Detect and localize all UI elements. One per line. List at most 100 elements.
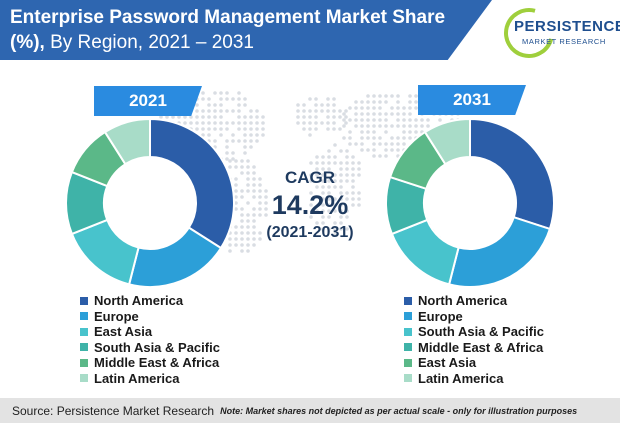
map-dot <box>315 173 319 177</box>
map-dot <box>396 142 400 146</box>
map-dot <box>414 106 418 110</box>
map-dot <box>255 121 259 125</box>
map-dot <box>360 106 364 110</box>
legend-item-east-asia: East Asia <box>404 355 544 371</box>
map-dot <box>326 103 330 107</box>
map-dot <box>258 201 262 205</box>
map-dot <box>228 159 232 163</box>
map-dot <box>225 139 229 143</box>
map-dot <box>339 197 343 201</box>
map-dot <box>357 191 361 195</box>
map-dot <box>308 133 312 137</box>
map-dot <box>314 109 318 113</box>
map-dot <box>372 100 376 104</box>
map-dot <box>384 142 388 146</box>
map-dot <box>333 221 337 225</box>
map-dot <box>420 124 424 128</box>
map-dot <box>378 142 382 146</box>
map-dot <box>351 185 355 189</box>
map-dot <box>302 103 306 107</box>
logo-tagline: MARKET RESEARCH <box>522 37 606 46</box>
map-dot <box>249 139 253 143</box>
map-dot <box>351 197 355 201</box>
slice-north-america <box>469 118 555 231</box>
map-dot <box>333 227 337 231</box>
map-dot <box>378 124 382 128</box>
map-dot <box>360 142 364 146</box>
map-dot <box>321 227 325 231</box>
title-banner: Enterprise Password Management Market Sh… <box>0 0 492 60</box>
map-dot <box>201 109 205 113</box>
map-dot <box>339 173 343 177</box>
map-dot <box>366 136 370 140</box>
map-dot <box>219 121 223 125</box>
map-dot <box>372 112 376 116</box>
map-dot <box>309 173 313 177</box>
map-dot <box>264 207 268 211</box>
map-dot <box>414 100 418 104</box>
map-dot <box>402 124 406 128</box>
map-dot <box>243 139 247 143</box>
map-dot <box>240 237 244 241</box>
map-dot <box>378 112 382 116</box>
map-dot <box>219 97 223 101</box>
legend-label: Middle East & Africa <box>418 339 544 355</box>
map-dot <box>219 91 223 95</box>
map-dot <box>326 97 330 101</box>
map-dot <box>234 159 238 163</box>
map-dot <box>339 227 343 231</box>
chart-title: Enterprise Password Management Market Sh… <box>10 5 450 55</box>
map-dot <box>252 231 256 235</box>
map-dot <box>321 161 325 165</box>
map-dot <box>252 225 256 229</box>
donut-chart-2021 <box>65 118 235 288</box>
map-dot <box>333 203 337 207</box>
map-dot <box>159 115 163 119</box>
map-dot <box>195 109 199 113</box>
map-dot <box>165 115 169 119</box>
map-dot <box>201 91 205 95</box>
map-dot <box>252 237 256 241</box>
map-dot <box>366 130 370 134</box>
map-dot <box>396 124 400 128</box>
map-dot <box>195 103 199 107</box>
map-dot <box>384 124 388 128</box>
map-dot <box>314 103 318 107</box>
map-dot <box>315 185 319 189</box>
map-dot <box>372 118 376 122</box>
map-dot <box>237 127 241 131</box>
map-dot <box>231 139 235 143</box>
map-dot <box>249 133 253 137</box>
map-dot <box>344 109 348 113</box>
map-dot <box>207 109 211 113</box>
legend-item-latin-america: Latin America <box>404 371 544 387</box>
map-dot <box>237 139 241 143</box>
map-dot <box>327 155 331 159</box>
map-dot <box>234 207 238 211</box>
map-dot <box>258 237 262 241</box>
map-dot <box>243 103 247 107</box>
map-dot <box>183 115 187 119</box>
map-dot <box>240 195 244 199</box>
map-dot <box>302 115 306 119</box>
map-dot <box>327 185 331 189</box>
map-dot <box>408 118 412 122</box>
map-dot <box>339 167 343 171</box>
map-dot <box>372 136 376 140</box>
map-dot <box>408 124 412 128</box>
map-dot <box>348 118 352 122</box>
map-dot <box>234 183 238 187</box>
map-dot <box>327 209 331 213</box>
map-dot <box>207 127 211 131</box>
map-dot <box>372 148 376 152</box>
map-dot <box>231 133 235 137</box>
map-dot <box>207 121 211 125</box>
map-dot <box>314 97 318 101</box>
map-dot <box>261 127 265 131</box>
legend-label: South Asia & Pacific <box>418 324 544 340</box>
map-dot <box>408 136 412 140</box>
map-dot <box>207 97 211 101</box>
map-dot <box>213 127 217 131</box>
logo-name: PERSISTENCE <box>514 18 620 35</box>
map-dot <box>339 149 343 153</box>
